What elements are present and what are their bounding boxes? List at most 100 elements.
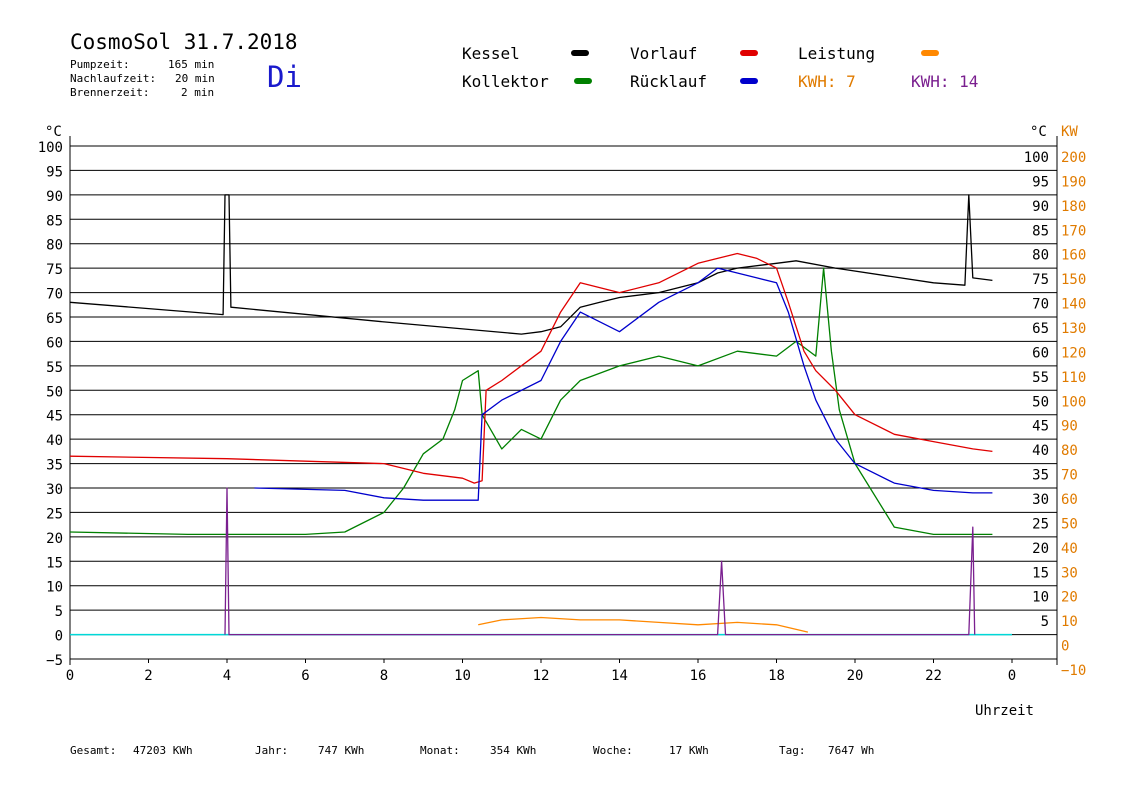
x-tick-label: 20 (847, 668, 864, 684)
footer-tag-value: 7647 Wh (828, 744, 875, 757)
y-tick-right-temp: 60 (1032, 345, 1049, 361)
x-tick-label: 18 (768, 668, 785, 684)
stat-nachlaufzeit-value: 20 min (175, 72, 215, 85)
stat-pumpzeit-value: 165 min (168, 58, 215, 71)
y-tick-right-temp: 35 (1032, 468, 1049, 484)
y-axis-left-unit: °C (45, 124, 62, 140)
y-tick-left: −5 (46, 653, 63, 669)
y-tick-left: 70 (46, 287, 63, 303)
y-tick-right-power: 90 (1061, 419, 1078, 435)
y-tick-right-power: 0 (1061, 639, 1069, 655)
footer-woche-label: Woche: (593, 744, 633, 757)
y-tick-right-power: 130 (1061, 321, 1086, 337)
legend-kessel-swatch (571, 50, 589, 56)
x-tick-label: 4 (223, 668, 231, 684)
stat-pumpzeit-label: Pumpzeit: (70, 58, 130, 71)
footer-jahr-value: 747 KWh (318, 744, 365, 757)
y-tick-left: 85 (46, 213, 63, 229)
series-line-kessel (69, 194, 993, 335)
x-tick-label: 0 (1008, 668, 1016, 684)
y-tick-right-power: 170 (1061, 223, 1086, 239)
legend-kollektor-label: Kollektor (462, 72, 549, 91)
x-tick-label: 12 (533, 668, 550, 684)
legend-kollektor-swatch (574, 78, 592, 84)
y-tick-right-power: 70 (1061, 468, 1078, 484)
y-tick-left: 35 (46, 458, 63, 474)
y-tick-right-temp: 40 (1032, 443, 1049, 459)
y-tick-right-temp: 65 (1032, 321, 1049, 337)
y-tick-right-power: 110 (1061, 370, 1086, 386)
y-tick-right-temp: 55 (1032, 370, 1049, 386)
footer-monat-label: Monat: (420, 744, 460, 757)
footer-gesamt-label: Gesamt: (70, 744, 117, 757)
y-tick-right-temp: 100 (1024, 150, 1049, 166)
y-tick-right-power: 120 (1061, 345, 1086, 361)
y-tick-right-power: 80 (1061, 443, 1078, 459)
y-tick-right-temp: 25 (1032, 516, 1049, 532)
y-tick-right-temp: 15 (1032, 565, 1049, 581)
y-tick-right-temp: 85 (1032, 223, 1049, 239)
y-tick-right-temp: 70 (1032, 297, 1049, 313)
x-tick-label: 16 (690, 668, 707, 684)
y-tick-right-temp: 80 (1032, 248, 1049, 264)
legend-leistung-label: Leistung (798, 44, 876, 63)
footer-tag-label: Tag: (779, 744, 806, 757)
y-tick-left: 55 (46, 360, 63, 376)
y-tick-left: 95 (46, 164, 63, 180)
y-tick-right-temp: 10 (1032, 590, 1049, 606)
y-tick-right-power: 180 (1061, 199, 1086, 215)
y-tick-right-power: 30 (1061, 565, 1078, 581)
y-tick-left: 5 (55, 604, 63, 620)
y-tick-right-temp: 45 (1032, 419, 1049, 435)
legend-vorlauf-swatch (740, 50, 758, 56)
stat-nachlaufzeit-label: Nachlaufzeit: (70, 72, 157, 85)
day-label: Di (267, 60, 302, 94)
y-tick-left: 100 (38, 140, 63, 156)
y-tick-right-power: 140 (1061, 297, 1086, 313)
y-tick-right-power: 60 (1061, 492, 1078, 508)
x-tick-label: 10 (454, 668, 471, 684)
y-tick-left: 0 (55, 629, 63, 645)
y-tick-right-power: −10 (1061, 663, 1086, 679)
y-axis-right-unit: °C (1030, 124, 1047, 140)
y-axis-power-unit: KW (1061, 124, 1078, 140)
legend-leistung-swatch (921, 50, 939, 56)
y-tick-right-power: 40 (1061, 541, 1078, 557)
y-tick-right-temp: 50 (1032, 394, 1049, 410)
y-tick-left: 80 (46, 238, 63, 254)
y-tick-right-power: 190 (1061, 174, 1086, 190)
y-tick-right-power: 50 (1061, 516, 1078, 532)
y-tick-right-power: 20 (1061, 590, 1078, 606)
legend-kwh-7: KWH: 7 (798, 72, 856, 91)
y-tick-left: 50 (46, 384, 63, 400)
y-tick-right-temp: 90 (1032, 199, 1049, 215)
y-tick-right-temp: 95 (1032, 174, 1049, 190)
x-tick-label: 6 (301, 668, 309, 684)
legend-kessel-label: Kessel (462, 44, 520, 63)
legend-ruecklauf-label: Rücklauf (630, 72, 708, 91)
x-tick-label: 0 (66, 668, 74, 684)
y-tick-left: 10 (46, 580, 63, 596)
y-tick-left: 60 (46, 335, 63, 351)
x-tick-label: 14 (611, 668, 628, 684)
x-tick-label: 2 (144, 668, 152, 684)
series-line-r-cklauf (254, 267, 993, 501)
y-tick-left: 40 (46, 433, 63, 449)
stat-brennerzeit-value: 2 min (181, 86, 215, 99)
y-tick-right-power: 150 (1061, 272, 1086, 288)
y-tick-right-power: 100 (1061, 394, 1086, 410)
y-tick-right-power: 10 (1061, 614, 1078, 630)
stat-brennerzeit-label: Brennerzeit: (70, 86, 150, 99)
legend-ruecklauf-swatch (740, 78, 758, 84)
y-tick-left: 90 (46, 189, 63, 205)
x-tick-label: 8 (380, 668, 388, 684)
y-tick-right-temp: 20 (1032, 541, 1049, 557)
series-line-vorlauf (69, 252, 993, 484)
y-tick-right-temp: 5 (1041, 614, 1049, 630)
footer-woche-value: 17 KWh (669, 744, 709, 757)
y-tick-left: 30 (46, 482, 63, 498)
series-line-leistung (478, 616, 809, 633)
y-tick-right-power: 160 (1061, 248, 1086, 264)
y-tick-right-temp: 30 (1032, 492, 1049, 508)
